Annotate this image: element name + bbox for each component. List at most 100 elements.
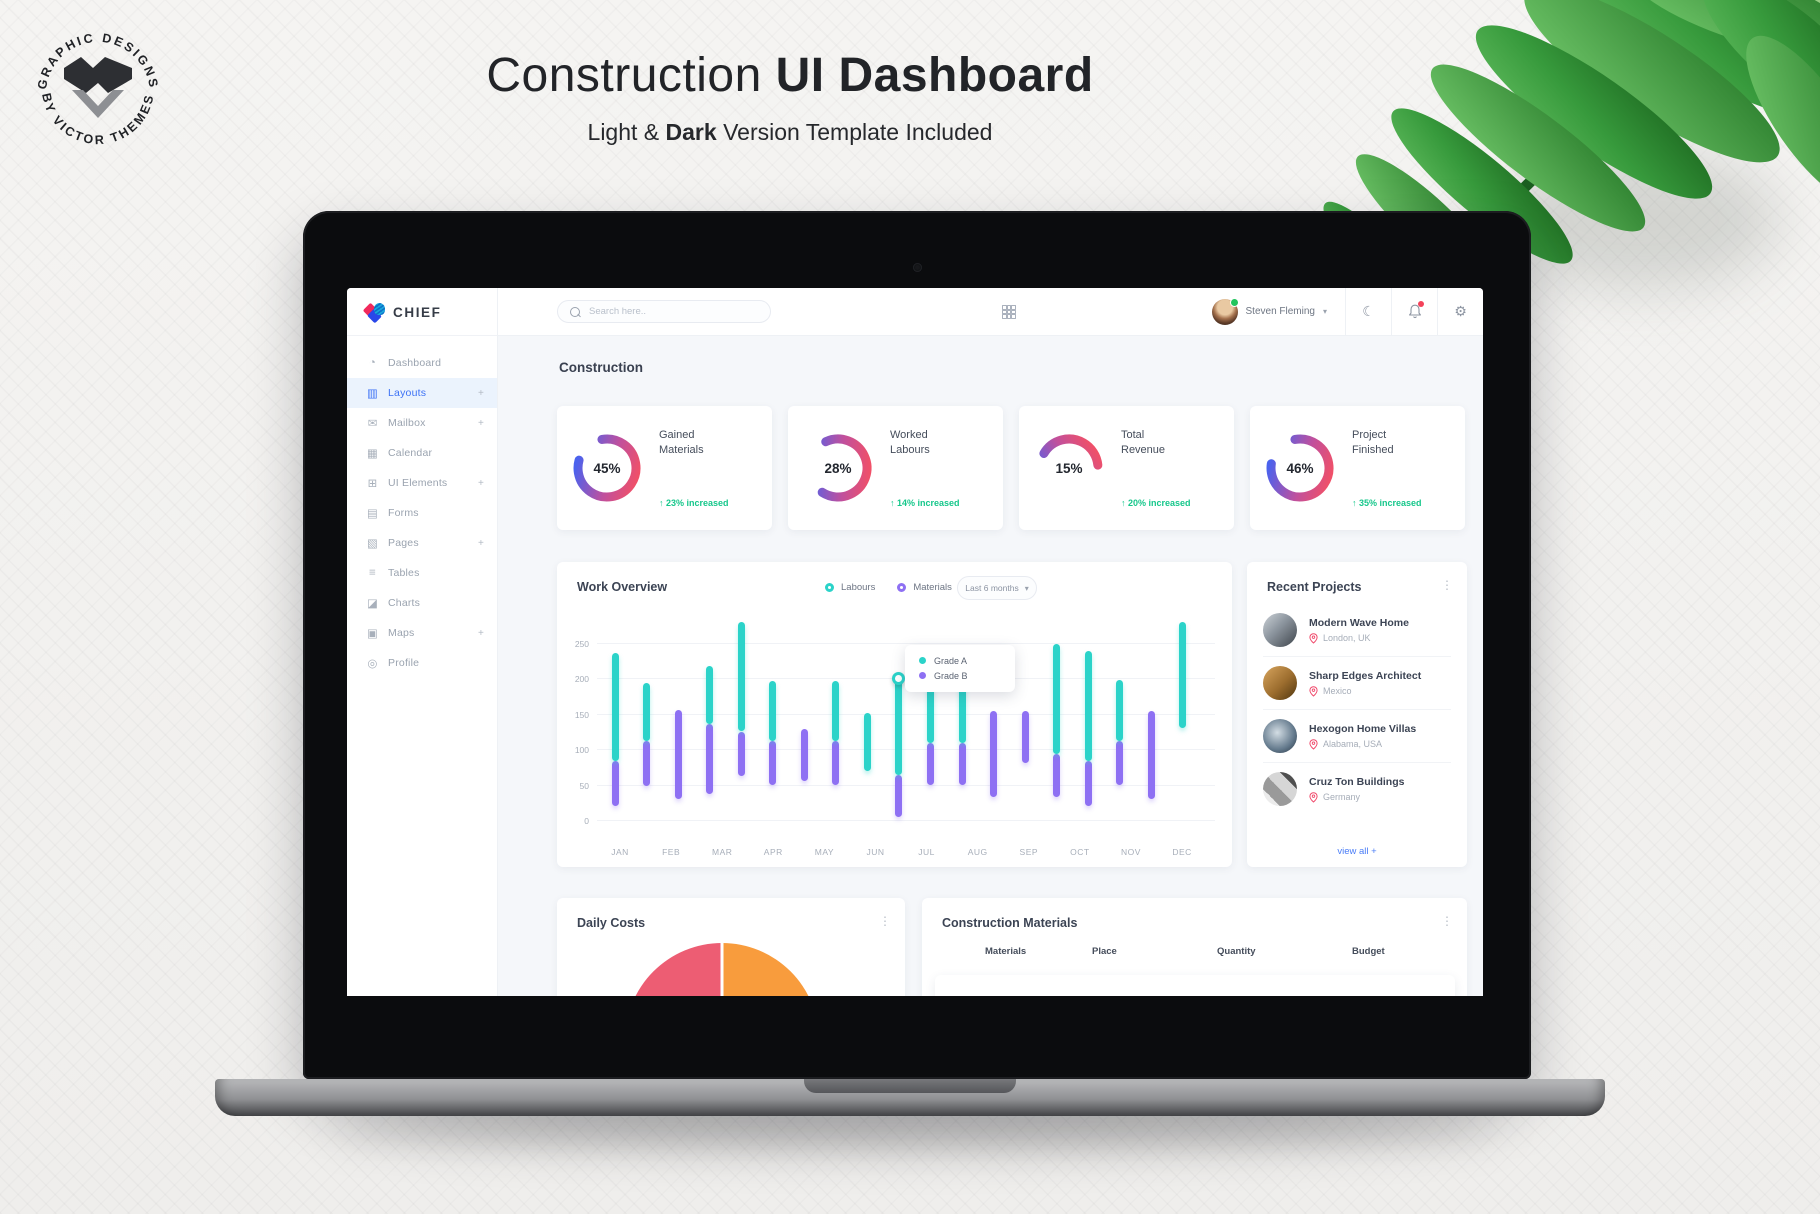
x-axis-label: FEB [662,847,681,857]
stat-card-gained-materials: 45% Gained Materials ↑ 23% increased [557,406,772,530]
view-all-link[interactable]: view all + [1337,846,1377,857]
divider [1391,288,1392,335]
project-row-sharp-edges-architect[interactable]: Sharp Edges Architect Mexico [1263,657,1451,710]
apps-grid-icon[interactable] [1002,305,1016,319]
search-icon [570,306,580,317]
bar-labours[interactable] [832,680,840,741]
donut-chart: 28% [804,434,872,502]
bar-labours[interactable] [643,683,650,742]
bar-labours[interactable] [737,621,745,732]
profile-icon: ◎ [367,658,378,670]
badge-bottom-text: BY VICTOR THEMES [39,92,154,147]
project-name: Hexogon Home Villas [1309,722,1417,735]
bar-materials[interactable] [800,729,808,782]
bar-labours[interactable] [927,679,934,743]
sidebar-item-label: Calendar [388,447,433,459]
legend-item-materials[interactable]: Materials [897,582,952,593]
bar-materials[interactable] [958,742,966,785]
project-row-cruz-ton-buildings[interactable]: Cruz Ton Buildings Germany [1263,763,1451,815]
expand-plus-icon[interactable]: + [477,417,484,429]
selected-point-marker[interactable] [892,672,906,686]
bar-labours[interactable] [611,652,619,762]
stat-delta: ↑ 14% increased [890,498,960,508]
brand[interactable]: CHIEF [362,300,442,324]
daily-costs-title: Daily Costs [577,916,646,930]
range-selector-dropdown[interactable]: Last 6 months ▾ [957,576,1037,600]
project-name: Sharp Edges Architect [1309,669,1422,682]
gridline [597,643,1215,644]
table-row[interactable] [935,975,1455,996]
bar-materials[interactable] [1116,741,1124,785]
gridline [597,820,1215,821]
kebab-menu-icon[interactable]: ⋮ [879,914,891,928]
y-axis-label: 200 [574,674,589,685]
sidebar-item-dashboard[interactable]: ◔ Dashboard [347,348,497,378]
bar-labours[interactable] [1179,621,1187,728]
settings-button[interactable]: ⚙ [1438,288,1483,335]
daily-costs-card: Daily Costs ⋮ [557,898,905,996]
bar-materials[interactable] [643,741,650,786]
project-location: Mexico [1309,685,1421,697]
mailbox-icon: ✉ [367,418,378,430]
bar-labours[interactable] [706,666,714,725]
bar-materials[interactable] [737,731,745,777]
kebab-menu-icon[interactable]: ⋮ [1441,914,1453,928]
expand-plus-icon[interactable]: + [477,627,484,639]
bar-labours[interactable] [958,679,966,743]
sidebar-item-profile[interactable]: ◎ Profile [347,648,497,678]
svg-text:BY VICTOR THEMES: BY VICTOR THEMES [39,92,157,147]
sidebar-item-maps[interactable]: ▣ Maps + [347,618,497,648]
search-input[interactable] [587,305,741,318]
bar-materials[interactable] [990,711,998,798]
hero-subtitle: Light & Dark Version Template Included [587,119,993,145]
y-axis-label: 250 [574,639,589,649]
divider [347,335,497,336]
sidebar-item-layouts[interactable]: ▥ Layouts + [347,378,497,408]
chevron-down-icon: ▾ [1322,307,1327,316]
bar-materials[interactable] [927,742,934,785]
bar-labours[interactable] [895,678,903,775]
project-thumbnail [1263,772,1297,806]
search-box[interactable] [557,300,771,323]
bar-labours[interactable] [1053,643,1061,755]
bar-materials[interactable] [769,740,777,785]
sidebar-item-forms[interactable]: ▤ Forms [347,498,497,528]
bar-materials[interactable] [895,774,903,818]
sidebar-item-charts[interactable]: ◪ Charts [347,588,497,618]
sidebar-item-label: Tables [388,567,420,579]
legend-item-labours[interactable]: Labours [825,582,875,593]
bar-materials[interactable] [611,761,619,806]
sidebar-item-mailbox[interactable]: ✉ Mailbox + [347,408,497,438]
bar-labours[interactable] [863,713,871,772]
dark-mode-toggle[interactable]: ☾ [1346,288,1391,335]
sidebar-item-label: Layouts [388,387,427,399]
stat-label: Total Revenue [1121,429,1166,457]
x-axis-label: JUN [866,847,885,857]
project-location: Alabama, USA [1309,738,1416,750]
notifications-button[interactable] [1392,288,1437,335]
bar-materials[interactable] [1021,711,1029,763]
expand-plus-icon[interactable]: + [477,387,484,399]
sidebar-item-ui-elements[interactable]: ⊞ UI Elements + [347,468,497,498]
bar-materials[interactable] [706,724,714,795]
project-row-modern-wave-home[interactable]: Modern Wave Home London, UK [1263,604,1451,657]
sidebar-item-calendar[interactable]: ▦ Calendar [347,438,497,468]
webcam-icon [913,263,922,272]
bar-labours[interactable] [1116,679,1124,742]
sidebar-item-pages[interactable]: ▧ Pages + [347,528,497,558]
bar-materials[interactable] [1147,711,1155,799]
expand-plus-icon[interactable]: + [477,477,484,489]
bar-labours[interactable] [769,680,777,741]
victor-themes-badge: · GRAPHIC DESIGNS · BY VICTOR THEMES [22,12,159,147]
bar-materials[interactable] [674,709,682,800]
kebab-menu-icon[interactable]: ⋮ [1441,578,1453,592]
sidebar-item-tables[interactable]: ≡ Tables [347,558,497,588]
stat-delta: ↑ 35% increased [1352,498,1422,508]
user-menu[interactable]: Steven Fleming ▾ [1204,297,1346,325]
bar-materials[interactable] [1053,754,1061,798]
expand-plus-icon[interactable]: + [477,537,484,549]
project-row-hexogon-home-villas[interactable]: Hexogon Home Villas Alabama, USA [1263,710,1451,763]
bar-materials[interactable] [832,740,840,785]
bar-labours[interactable] [1084,650,1092,762]
bar-materials[interactable] [1084,761,1092,806]
